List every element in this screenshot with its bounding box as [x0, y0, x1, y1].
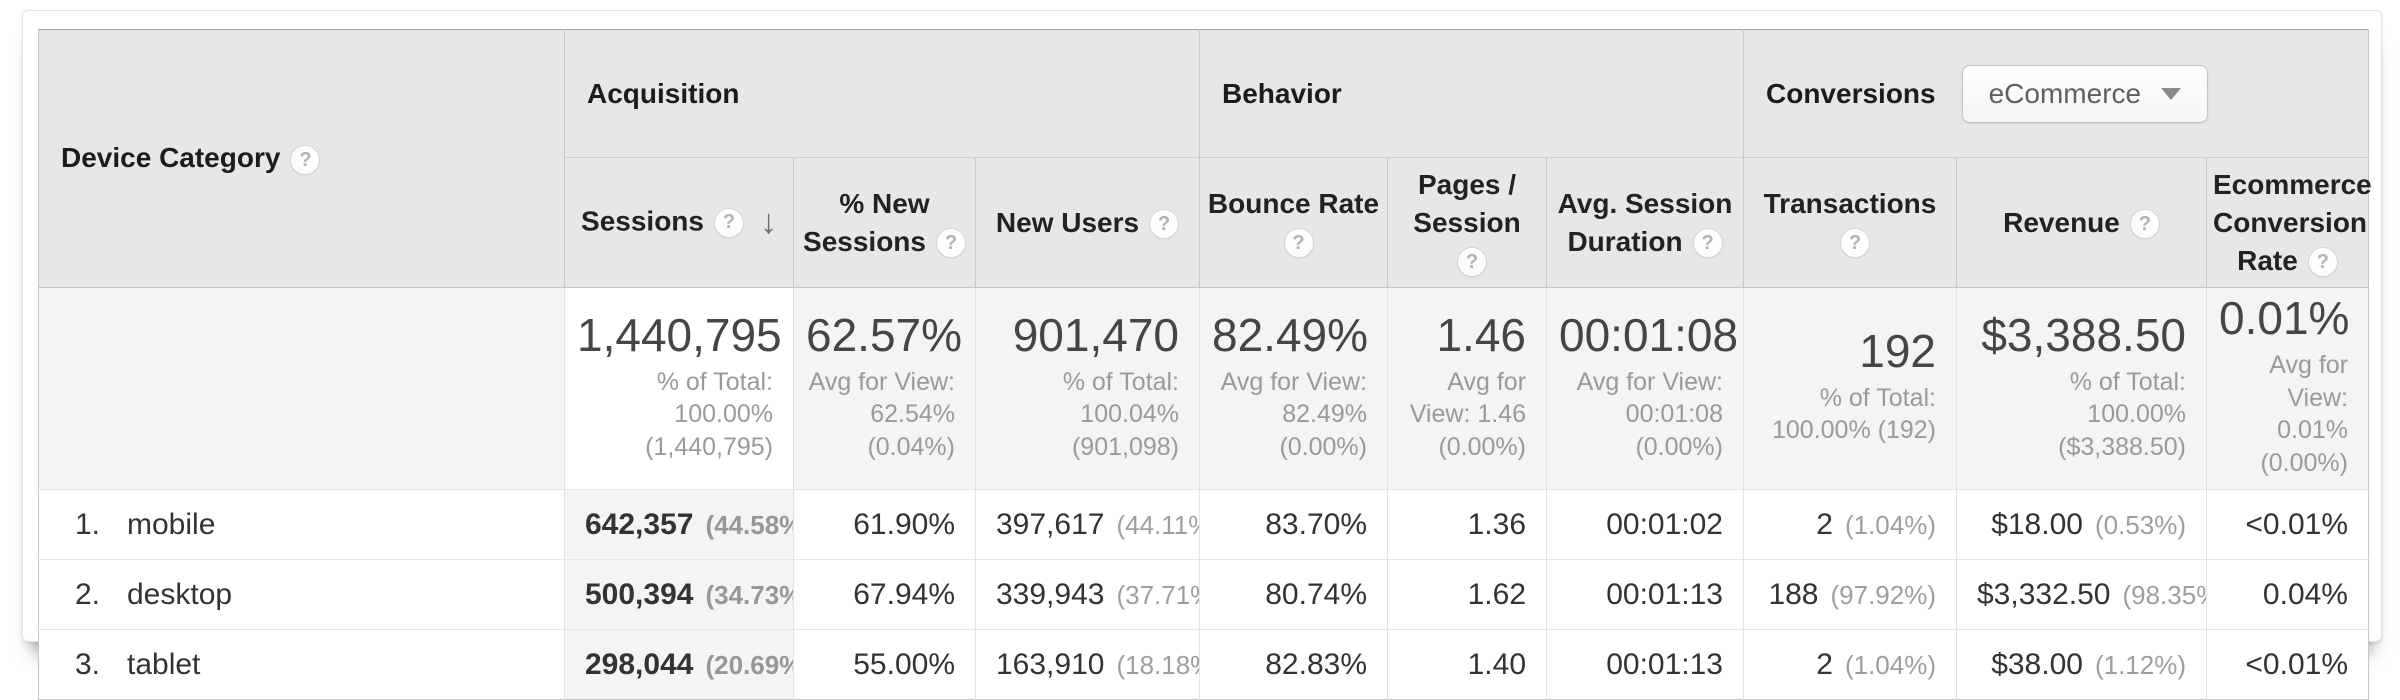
help-icon[interactable]: ?: [1840, 228, 1870, 259]
row-index: 3.: [75, 647, 101, 681]
column-header-device-category[interactable]: Device Category?: [38, 29, 565, 288]
cell-pages-session: 1.62: [1387, 559, 1547, 630]
dimension-cell: 1. mobile: [38, 489, 565, 560]
dimension-cell: 2. desktop: [38, 559, 565, 630]
summary-ecommerce-conversion-rate: 0.01% Avg for View: 0.01% (0.00%): [2206, 287, 2369, 490]
cell-sessions: 642,357(44.58%): [564, 489, 794, 560]
cell-pct-new-sessions: 61.90%: [793, 489, 976, 560]
summary-dimension-cell: [38, 287, 565, 490]
summary-bounce-rate: 82.49% Avg for View: 82.49% (0.00%): [1199, 287, 1388, 490]
cell-avg-session-duration: 00:01:13: [1546, 559, 1744, 630]
cell-sessions: 298,044(20.69%): [564, 629, 794, 700]
summary-avg-session-duration: 00:01:08 Avg for View: 00:01:08 (0.00%): [1546, 287, 1744, 490]
cell-new-users: 397,617(44.11%): [975, 489, 1200, 560]
cell-transactions: 2 (1.04%): [1743, 489, 1957, 560]
help-icon[interactable]: ?: [1149, 209, 1180, 240]
cell-avg-session-duration: 00:01:02: [1546, 489, 1744, 560]
group-header-conversions: Conversions eCommerce: [1743, 29, 2369, 158]
cell-pages-session: 1.40: [1387, 629, 1547, 700]
acquisition-label: Acquisition: [587, 77, 740, 109]
cell-revenue: $3,332.50(98.35%): [1956, 559, 2207, 630]
cell-ecommerce-conversion-rate: 0.04%: [2206, 559, 2369, 630]
cell-transactions: 2 (1.04%): [1743, 629, 1957, 700]
column-header-revenue[interactable]: Revenue?: [1956, 156, 2207, 288]
device-label: mobile: [127, 507, 216, 541]
summary-new-users: 901,470 % of Total: 100.04% (901,098): [975, 287, 1200, 490]
analytics-report-card: Device Category? Acquisition Behavior Co…: [22, 10, 2382, 700]
column-header-transactions[interactable]: Transactions?: [1743, 156, 1957, 288]
cell-pct-new-sessions: 67.94%: [793, 559, 976, 630]
summary-sessions: 1,440,795 % of Total: 100.00% (1,440,795…: [564, 287, 794, 490]
dropdown-caret-icon: [2161, 87, 2182, 100]
row-index: 1.: [75, 507, 101, 541]
cell-ecommerce-conversion-rate: <0.01%: [2206, 629, 2369, 700]
cell-avg-session-duration: 00:01:13: [1546, 629, 1744, 700]
cell-new-users: 163,910(18.18%): [975, 629, 1200, 700]
cell-revenue: $18.00 (0.53%): [1956, 489, 2207, 560]
help-icon[interactable]: ?: [713, 207, 744, 238]
cell-new-users: 339,943(37.71%): [975, 559, 1200, 630]
summary-pages-session: 1.46 Avg for View: 1.46 (0.00%): [1387, 287, 1547, 490]
dropdown-value: eCommerce: [1988, 77, 2142, 109]
dimension-cell: 3. tablet: [38, 629, 565, 700]
help-icon[interactable]: ?: [2307, 247, 2338, 278]
column-header-pages-session[interactable]: Pages / Session?: [1387, 156, 1547, 288]
help-icon[interactable]: ?: [1283, 228, 1314, 259]
device-category-label: Device Category: [61, 142, 281, 174]
row-index: 2.: [75, 577, 101, 611]
conversions-label: Conversions: [1766, 77, 1936, 109]
help-icon[interactable]: ?: [1692, 228, 1723, 259]
help-icon[interactable]: ?: [2129, 209, 2160, 240]
column-header-new-users[interactable]: New Users?: [975, 156, 1200, 288]
table-row-mobile: 1. mobile 642,357(44.58%) 61.90% 397,617(…: [38, 489, 2369, 560]
summary-pct-new-sessions: 62.57% Avg for View: 62.54% (0.04%): [793, 287, 976, 490]
cell-bounce-rate: 83.70%: [1199, 489, 1388, 560]
cell-transactions: 188 (97.92%): [1743, 559, 1957, 630]
group-header-behavior: Behavior: [1199, 29, 1744, 158]
help-icon[interactable]: ?: [1457, 247, 1487, 278]
summary-row: 1,440,795 % of Total: 100.00% (1,440,795…: [38, 287, 2369, 490]
summary-transactions: 192 % of Total: 100.00% (192): [1743, 287, 1957, 490]
ecommerce-goal-dropdown[interactable]: eCommerce: [1961, 64, 2209, 123]
cell-pages-session: 1.36: [1387, 489, 1547, 560]
device-category-table: Device Category? Acquisition Behavior Co…: [38, 29, 2372, 700]
sort-desc-icon[interactable]: ↓: [759, 202, 777, 241]
table-row-tablet: 3. tablet 298,044(20.69%) 55.00% 163,910(…: [38, 629, 2369, 700]
help-icon[interactable]: ?: [290, 145, 321, 175]
group-header-acquisition: Acquisition: [564, 29, 1200, 158]
column-header-avg-session-duration[interactable]: Avg. Session Duration?: [1546, 156, 1744, 288]
column-header-pct-new-sessions[interactable]: % New Sessions?: [793, 156, 976, 288]
table-row-desktop: 2. desktop 500,394(34.73%) 67.94% 339,943…: [38, 559, 2369, 630]
cell-revenue: $38.00 (1.12%): [1956, 629, 2207, 700]
column-header-sessions[interactable]: Sessions? ↓: [564, 156, 794, 288]
cell-bounce-rate: 82.83%: [1199, 629, 1388, 700]
column-header-ecommerce-conversion-rate[interactable]: Ecommerce Conversion Rate?: [2206, 156, 2372, 288]
cell-bounce-rate: 80.74%: [1199, 559, 1388, 630]
summary-revenue: $3,388.50 % of Total: 100.00% ($3,388.50…: [1956, 287, 2207, 490]
help-icon[interactable]: ?: [935, 228, 966, 259]
cell-pct-new-sessions: 55.00%: [793, 629, 976, 700]
behavior-label: Behavior: [1222, 77, 1342, 109]
device-label: desktop: [127, 577, 233, 611]
column-header-bounce-rate[interactable]: Bounce Rate?: [1199, 156, 1388, 288]
device-label: tablet: [127, 647, 201, 681]
cell-sessions: 500,394(34.73%): [564, 559, 794, 630]
cell-ecommerce-conversion-rate: <0.01%: [2206, 489, 2369, 560]
